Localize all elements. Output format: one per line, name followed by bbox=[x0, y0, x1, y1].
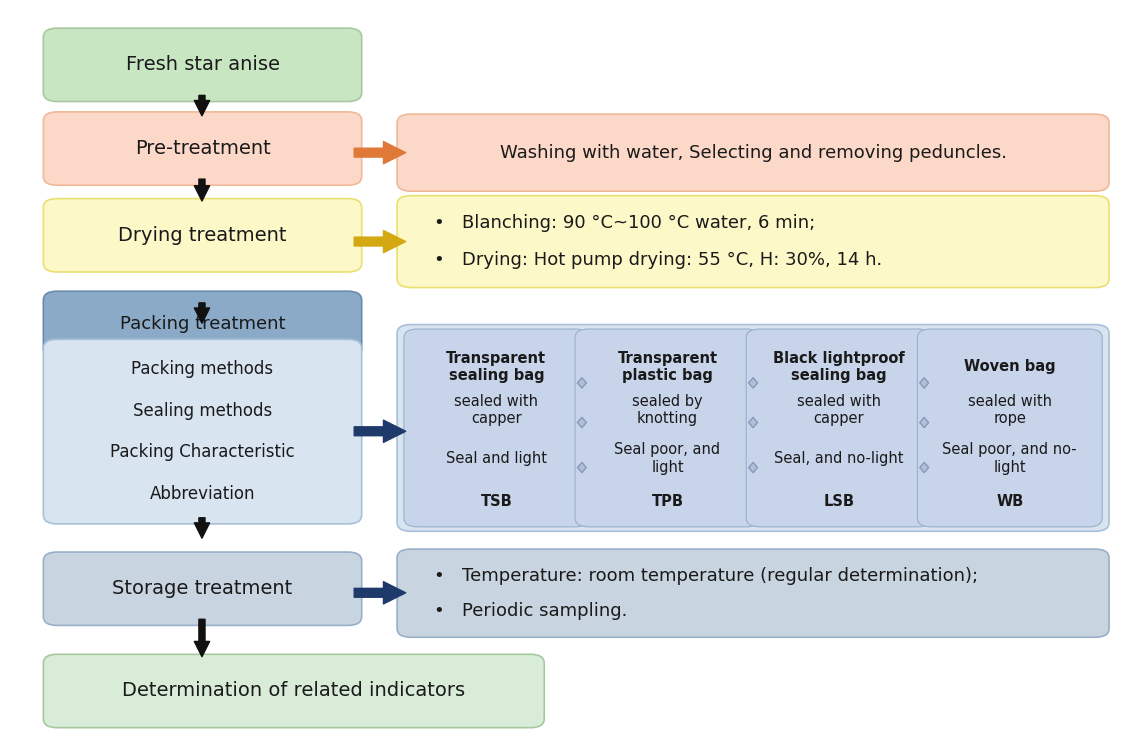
Text: Transparent
plastic bag: Transparent plastic bag bbox=[617, 350, 718, 383]
FancyBboxPatch shape bbox=[43, 199, 362, 272]
Polygon shape bbox=[577, 378, 586, 388]
Text: Woven bag: Woven bag bbox=[964, 359, 1055, 374]
FancyBboxPatch shape bbox=[43, 28, 362, 102]
Text: •   Blanching: 90 °C~100 °C water, 6 min;: • Blanching: 90 °C~100 °C water, 6 min; bbox=[434, 214, 815, 232]
Text: Seal, and no-light: Seal, and no-light bbox=[774, 451, 904, 466]
FancyBboxPatch shape bbox=[917, 329, 1102, 527]
Text: Seal poor, and no-
light: Seal poor, and no- light bbox=[942, 442, 1077, 475]
Text: Abbreviation: Abbreviation bbox=[149, 485, 256, 503]
Polygon shape bbox=[920, 417, 929, 428]
Text: sealed with
capper: sealed with capper bbox=[796, 393, 881, 426]
FancyBboxPatch shape bbox=[43, 339, 362, 524]
Text: •   Drying: Hot pump drying: 55 °C, H: 30%, 14 h.: • Drying: Hot pump drying: 55 °C, H: 30%… bbox=[434, 251, 882, 269]
FancyBboxPatch shape bbox=[397, 196, 1109, 288]
Text: Seal poor, and
light: Seal poor, and light bbox=[614, 442, 721, 475]
Text: Packing Characteristic: Packing Characteristic bbox=[111, 443, 294, 462]
Text: Storage treatment: Storage treatment bbox=[113, 579, 292, 598]
Text: Washing with water, Selecting and removing peduncles.: Washing with water, Selecting and removi… bbox=[500, 144, 1006, 162]
FancyBboxPatch shape bbox=[575, 329, 760, 527]
FancyBboxPatch shape bbox=[404, 329, 589, 527]
Text: TPB: TPB bbox=[652, 494, 683, 509]
Text: Packing treatment: Packing treatment bbox=[120, 315, 285, 333]
Text: Drying treatment: Drying treatment bbox=[119, 226, 286, 245]
Text: Transparent
sealing bag: Transparent sealing bag bbox=[446, 350, 547, 383]
Polygon shape bbox=[577, 417, 586, 428]
FancyBboxPatch shape bbox=[397, 114, 1109, 191]
Polygon shape bbox=[748, 417, 758, 428]
Text: •   Temperature: room temperature (regular determination);: • Temperature: room temperature (regular… bbox=[434, 567, 978, 585]
FancyBboxPatch shape bbox=[746, 329, 931, 527]
Text: Pre-treatment: Pre-treatment bbox=[135, 139, 270, 158]
Polygon shape bbox=[748, 378, 758, 388]
FancyBboxPatch shape bbox=[43, 654, 544, 728]
Text: Black lightproof
sealing bag: Black lightproof sealing bag bbox=[772, 350, 905, 383]
Text: Packing methods: Packing methods bbox=[131, 360, 274, 378]
Text: Seal and light: Seal and light bbox=[446, 451, 547, 466]
Polygon shape bbox=[920, 462, 929, 473]
Text: sealed with
rope: sealed with rope bbox=[968, 393, 1052, 426]
FancyBboxPatch shape bbox=[397, 549, 1109, 637]
Text: TSB: TSB bbox=[480, 494, 512, 509]
Polygon shape bbox=[748, 462, 758, 473]
FancyBboxPatch shape bbox=[43, 112, 362, 185]
Text: sealed with
capper: sealed with capper bbox=[454, 393, 539, 426]
Polygon shape bbox=[577, 462, 586, 473]
Text: •   Periodic sampling.: • Periodic sampling. bbox=[434, 602, 626, 619]
Text: Determination of related indicators: Determination of related indicators bbox=[122, 682, 466, 700]
Text: sealed by
knotting: sealed by knotting bbox=[632, 393, 703, 426]
FancyBboxPatch shape bbox=[43, 552, 362, 625]
FancyBboxPatch shape bbox=[43, 291, 362, 357]
Text: LSB: LSB bbox=[823, 494, 855, 509]
Polygon shape bbox=[920, 378, 929, 388]
Text: Fresh star anise: Fresh star anise bbox=[126, 56, 280, 74]
Text: WB: WB bbox=[996, 494, 1023, 509]
Text: Sealing methods: Sealing methods bbox=[132, 402, 273, 420]
FancyBboxPatch shape bbox=[397, 325, 1109, 531]
